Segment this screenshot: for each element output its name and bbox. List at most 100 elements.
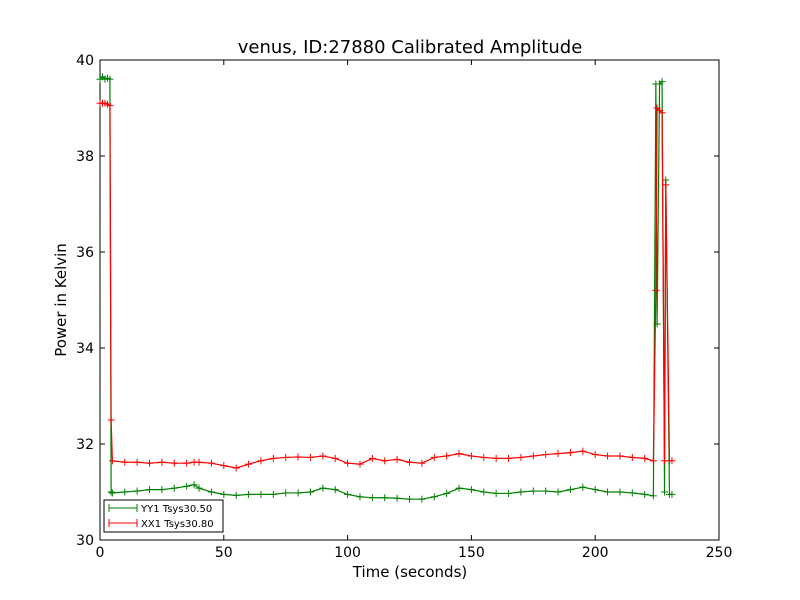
legend-box: [103, 499, 224, 533]
data-point: [269, 454, 277, 462]
data-point: [628, 489, 636, 497]
data-point: [106, 102, 114, 110]
x-axis-label: Time (seconds): [352, 563, 468, 581]
data-point: [158, 486, 166, 494]
data-point: [331, 454, 339, 462]
data-point: [542, 451, 550, 459]
series-layer: [96, 73, 676, 503]
series-xx1: [96, 99, 676, 472]
x-tick-label: 200: [582, 545, 609, 561]
y-tick-label: 40: [76, 53, 94, 69]
chart-title: venus, ID:27880 Calibrated Amplitude: [238, 37, 583, 58]
data-point: [282, 489, 290, 497]
data-point: [616, 452, 624, 460]
data-point: [604, 488, 612, 496]
x-tick-label: 0: [96, 545, 105, 561]
data-point: [406, 495, 413, 503]
y-tick-label: 38: [76, 149, 94, 165]
data-point: [653, 320, 661, 328]
data-point: [306, 488, 314, 496]
data-point: [170, 459, 178, 467]
legend-label-yy1: YY1 Tsys30.50: [140, 504, 212, 515]
data-point: [604, 452, 612, 460]
y-tick-label: 34: [76, 341, 94, 357]
x-tick-label: 100: [334, 545, 361, 561]
data-point: [430, 453, 438, 461]
data-point: [257, 490, 265, 498]
data-point: [133, 487, 141, 495]
data-point: [566, 486, 574, 494]
data-point: [529, 487, 537, 495]
data-point: [306, 453, 314, 461]
data-point: [356, 460, 364, 468]
data-point: [294, 453, 302, 461]
data-point: [505, 489, 513, 497]
data-point: [356, 493, 364, 501]
data-point: [393, 455, 401, 463]
data-point: [183, 459, 191, 467]
data-point: [121, 488, 129, 496]
data-point: [641, 490, 649, 498]
legend-entry-yy1: YY1 Tsys30.50: [108, 504, 212, 515]
data-point: [662, 181, 670, 189]
data-point: [331, 486, 339, 494]
data-point: [467, 486, 475, 494]
data-point: [146, 459, 154, 467]
plot-area: 0 50 100 150 200 250 30 32 34 36 38 40: [76, 53, 732, 561]
data-point: [566, 449, 574, 457]
data-point: [368, 454, 376, 462]
data-point: [381, 494, 389, 502]
data-point: [649, 492, 657, 500]
y-tick-label: 32: [76, 437, 94, 453]
legend-label-xx1: XX1 Tsys30.80: [141, 519, 214, 530]
data-point: [554, 488, 562, 496]
data-point: [245, 490, 253, 498]
data-point: [579, 447, 587, 455]
data-point: [480, 453, 488, 461]
data-point: [207, 488, 215, 496]
data-point: [455, 450, 463, 458]
data-point: [232, 491, 240, 499]
data-point: [170, 484, 178, 492]
data-point: [658, 78, 666, 86]
data-point: [418, 495, 426, 503]
data-point: [381, 457, 389, 465]
data-point: [107, 416, 115, 424]
data-point: [269, 490, 277, 498]
data-point: [108, 457, 116, 465]
data-point: [591, 451, 599, 459]
x-tick-label: 150: [458, 545, 485, 561]
data-point: [146, 486, 154, 494]
data-point: [121, 458, 129, 466]
legend-entry-xx1: XX1 Tsys30.80: [108, 519, 214, 530]
data-point: [616, 488, 624, 496]
legend: YY1 Tsys30.50 XX1 Tsys30.80: [103, 499, 224, 533]
data-point: [393, 494, 401, 502]
data-point: [344, 490, 352, 498]
data-point: [207, 459, 215, 467]
data-point: [107, 488, 115, 496]
data-point: [430, 493, 438, 501]
data-point: [492, 454, 500, 462]
data-point: [245, 460, 253, 468]
data-point: [517, 488, 525, 496]
data-point: [641, 454, 649, 462]
data-point: [579, 483, 587, 491]
data-point: [591, 486, 599, 494]
data-point: [368, 494, 376, 502]
data-point: [158, 458, 166, 466]
data-point: [652, 286, 660, 294]
data-point: [529, 452, 537, 460]
x-tick-label: 50: [215, 545, 233, 561]
data-point: [282, 453, 290, 461]
data-point: [480, 488, 488, 496]
data-point: [319, 484, 327, 492]
data-point: [505, 454, 513, 462]
y-tick-label: 30: [76, 533, 94, 549]
data-point: [517, 453, 525, 461]
data-point: [668, 457, 676, 465]
data-point: [220, 490, 228, 498]
data-point: [108, 489, 116, 497]
data-point: [443, 489, 451, 497]
